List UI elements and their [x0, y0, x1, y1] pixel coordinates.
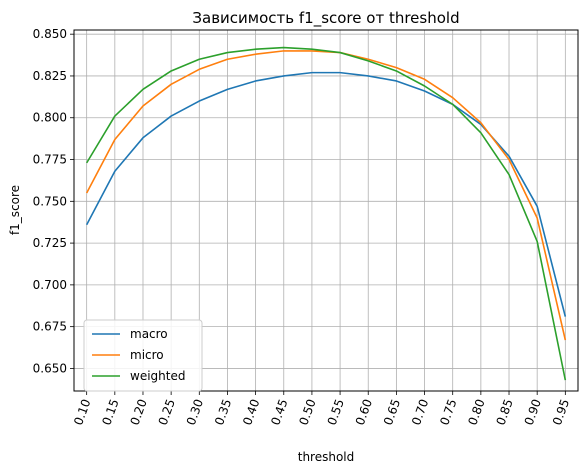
legend-label-macro: macro [130, 327, 168, 341]
y-tick-label: 0.750 [33, 194, 67, 208]
y-tick-label: 0.700 [33, 278, 67, 292]
y-axis-ticks: 0.650 0.675 0.700 0.725 0.750 0.775 0.800 0.825… [33, 27, 74, 375]
legend-label-weighted: weighted [130, 369, 185, 383]
y-tick-label: 0.825 [33, 69, 67, 83]
y-tick-label: 0.775 [33, 153, 67, 167]
chart-title: Зависимость f1_score от threshold [192, 9, 459, 28]
legend: macro micro weighted [83, 319, 203, 392]
y-tick-label: 0.675 [33, 320, 67, 334]
legend-label-micro: micro [130, 348, 164, 362]
y-tick-label: 0.650 [33, 361, 67, 375]
series-line-micro [85, 50, 567, 341]
y-tick-label: 0.800 [33, 111, 67, 125]
plot-frame [73, 29, 579, 392]
y-axis-label: f1_score [8, 185, 22, 235]
x-axis-label: threshold [298, 450, 355, 464]
series-line-weighted [85, 46, 567, 381]
series-lines [85, 46, 567, 381]
y-tick-label: 0.725 [33, 236, 67, 250]
y-tick-label: 0.850 [33, 27, 67, 41]
legend-box [83, 319, 203, 392]
